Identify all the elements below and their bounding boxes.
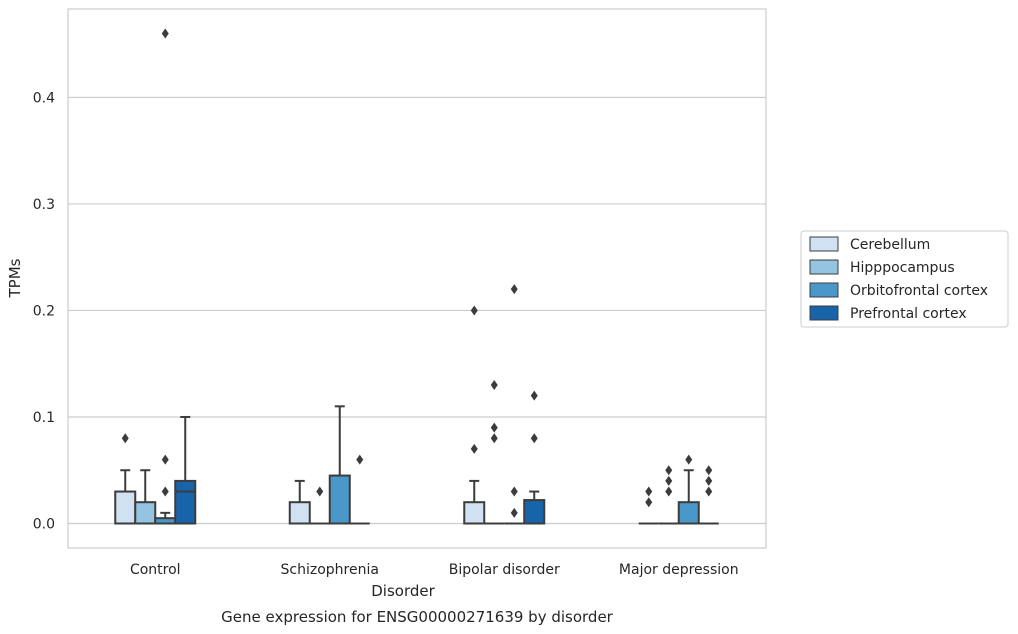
box-body — [677, 501, 700, 525]
legend-label: Orbitofrontal cortex — [850, 283, 988, 299]
outlier-point — [705, 475, 713, 486]
legend-swatch — [809, 236, 839, 252]
outlier-point — [470, 305, 478, 316]
box — [154, 28, 177, 525]
box — [114, 433, 137, 525]
y-tick-label: 0.2 — [33, 303, 55, 319]
legend-swatch — [809, 305, 839, 321]
box — [134, 469, 157, 525]
outlier-point — [121, 433, 129, 444]
box — [698, 465, 719, 525]
box — [463, 305, 486, 525]
legend-frame — [800, 230, 1009, 328]
y-tick-label: 0.4 — [33, 90, 55, 106]
outlier-point — [316, 486, 324, 497]
outlier-point — [530, 433, 538, 444]
outlier-point — [665, 486, 673, 497]
box — [288, 479, 311, 525]
plot-area — [68, 9, 766, 548]
outlier-point — [161, 454, 169, 465]
box-body — [174, 479, 197, 525]
box-body — [134, 501, 157, 525]
box-body — [523, 499, 546, 525]
box-body — [114, 490, 137, 525]
y-axis-label: TPMs — [6, 258, 24, 298]
box — [328, 405, 351, 525]
outlier-point — [705, 465, 713, 476]
box — [309, 486, 330, 525]
x-axis-label: Disorder — [371, 582, 435, 600]
outlier-point — [490, 422, 498, 433]
box — [523, 390, 546, 525]
y-tick-label: 0.1 — [33, 410, 55, 426]
outlier-point — [490, 380, 498, 391]
outlier-point — [645, 486, 653, 497]
outlier-point — [470, 443, 478, 454]
box — [638, 486, 659, 525]
box — [504, 284, 525, 525]
outlier-point — [665, 465, 673, 476]
outlier-point — [356, 454, 364, 465]
outlier-point — [161, 28, 169, 39]
y-tick-label: 0.3 — [33, 197, 55, 213]
outlier-point — [510, 486, 518, 497]
x-tick-label: Control — [130, 562, 181, 578]
box — [349, 454, 370, 525]
outlier-point — [510, 507, 518, 518]
outlier-point — [665, 475, 673, 486]
box — [658, 465, 679, 525]
box-body — [328, 474, 351, 525]
y-tick-labels: 0.0 0.1 0.2 0.3 0.4 — [33, 90, 55, 532]
x-tick-label: Schizophrenia — [281, 562, 379, 578]
outlier-point — [510, 284, 518, 295]
legend-label: Cerebellum — [850, 237, 930, 253]
box — [484, 380, 505, 525]
box-body — [288, 501, 311, 525]
chart-caption: Gene expression for ENSG00000271639 by d… — [221, 608, 614, 626]
x-tick-label: Bipolar disorder — [449, 562, 560, 578]
y-tick-label: 0.0 — [33, 517, 55, 533]
plot-frame — [67, 8, 767, 549]
legend-label: Prefrontal cortex — [850, 306, 967, 322]
box — [174, 415, 197, 525]
outlier-point — [705, 486, 713, 497]
outlier-point — [645, 497, 653, 508]
box-body — [463, 501, 486, 525]
x-tick-labels: Control Schizophrenia Bipolar disorder Majo… — [130, 562, 739, 578]
x-tick-label: Major depression — [619, 562, 739, 578]
outlier-point — [490, 433, 498, 444]
outlier-point — [685, 454, 693, 465]
box-groups — [114, 28, 719, 525]
outlier-point — [161, 486, 169, 497]
legend-swatch — [809, 282, 839, 298]
legend-swatch — [809, 259, 839, 275]
legend: Cerebellum Hipppocampus Orbitofrontal cort… — [800, 230, 1009, 328]
outlier-point — [530, 390, 538, 401]
box — [677, 454, 700, 525]
legend-label: Hipppocampus — [850, 260, 955, 276]
